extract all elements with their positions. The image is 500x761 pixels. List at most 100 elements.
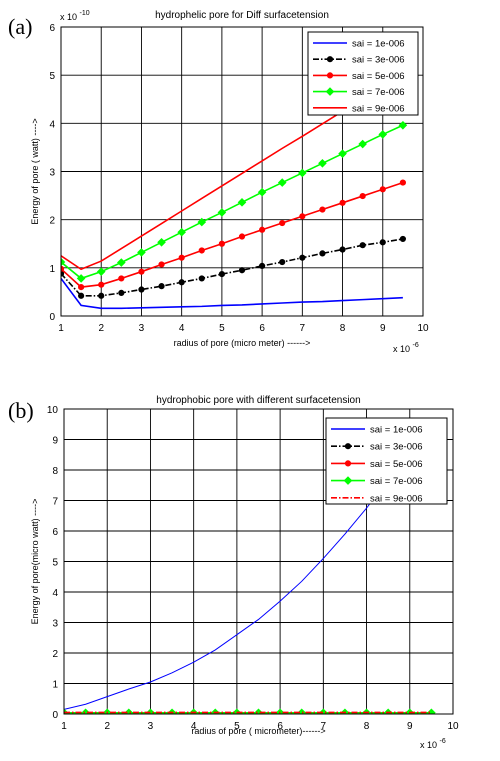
y-exponent-power: -10 [80, 10, 90, 17]
legend-marker [326, 72, 334, 79]
x-tick-label: 9 [380, 323, 386, 334]
legend: sai = 1e-006 sai = 3e-006 sai = 5e-006 sai … [307, 31, 419, 116]
series-line [61, 181, 404, 288]
legend-entry: sai = 9e-006 [370, 493, 423, 504]
x-tick-label: 2 [104, 721, 110, 732]
series-point [275, 708, 285, 714]
series-point [96, 267, 106, 276]
y-exponent-label: x 10 -10 [60, 10, 90, 22]
series-point [238, 267, 246, 274]
series-point [379, 239, 386, 246]
y-tick-label: 6 [49, 23, 55, 34]
series-point [399, 235, 406, 243]
legend-marker [326, 56, 334, 63]
x-tick-label: 3 [148, 721, 154, 732]
legend-entry: sai = 7e-006 [352, 87, 405, 98]
series-point [177, 227, 186, 237]
legend-entry: sai = 7e-006 [370, 476, 423, 487]
y-tick-label: 4 [49, 119, 55, 130]
y-tick-label: 6 [52, 527, 58, 538]
series-point [218, 270, 225, 278]
y-tick-label: 5 [49, 71, 55, 82]
y-tick-label: 0 [52, 710, 58, 721]
x-tick-label: 5 [219, 323, 225, 334]
x-exponent-label: x 10 -6 [393, 342, 419, 354]
series-point [198, 247, 205, 254]
x-tick-label: 7 [321, 721, 327, 732]
x-axis-label: radius of pore (micro meter) ------> [174, 338, 311, 348]
y-tick-label: 8 [52, 466, 58, 477]
x-tick-label: 4 [179, 323, 185, 334]
series-point [158, 261, 165, 268]
y-tick-label: 3 [49, 168, 55, 179]
series-point [178, 254, 185, 261]
series-point [339, 246, 346, 253]
legend-entry: sai = 3e-006 [352, 55, 405, 66]
legend-entry: sai = 1e-006 [370, 425, 423, 436]
y-axis-label: Energy of pore ( watt) ----> [30, 118, 40, 224]
series-point [338, 149, 347, 158]
legend-entry: sai = 5e-006 [370, 459, 423, 470]
x-tick-label: 9 [407, 721, 413, 732]
series-point [138, 268, 145, 275]
chart-panel-a: (a) hydrophelic pore for Diff surfacetens… [0, 0, 500, 378]
series-point [277, 178, 287, 187]
series-point [137, 248, 146, 257]
x-tick-label: 7 [300, 323, 306, 334]
y-tick-label: 3 [52, 619, 58, 630]
legend: sai = 1e-006 sai = 3e-006 sai = 5e-006 sai … [325, 417, 448, 505]
legend-entry: sai = 9e-006 [352, 103, 405, 114]
chart-b-svg: (b) hydrophobic pore with different surfa… [8, 395, 459, 750]
series-point [259, 262, 266, 270]
legend-marker [325, 87, 335, 96]
series-point [378, 130, 388, 139]
series-point [218, 240, 225, 247]
chart-panel-b: (b) hydrophobic pore with different surfa… [0, 378, 500, 756]
series-point [359, 192, 366, 200]
y-tick-label: 2 [49, 216, 55, 227]
series-point [138, 286, 145, 293]
series-point [358, 139, 367, 149]
y-tick-label: 9 [52, 436, 58, 447]
x-tick-label: 10 [447, 721, 459, 732]
series-point [298, 168, 307, 178]
series-point [339, 199, 346, 206]
series-point [259, 226, 266, 233]
legend-entry: sai = 3e-006 [370, 442, 423, 453]
x-axis-label: radius of pore ( micrometer)------> [191, 726, 325, 736]
series-point [319, 250, 326, 257]
series-group [61, 73, 408, 310]
legend-entry: sai = 1e-006 [352, 39, 405, 50]
series-point [399, 179, 406, 186]
series-point [318, 159, 327, 168]
series-point [237, 198, 247, 207]
series-point [197, 217, 207, 227]
series-point [257, 187, 267, 197]
series-point [102, 708, 112, 714]
x-exponent-power: -6 [413, 342, 419, 349]
legend-marker [344, 443, 352, 450]
series-point [178, 279, 185, 286]
y-tick-label: 0 [49, 312, 55, 323]
x-tick-label: 10 [417, 323, 429, 334]
chart-title: hydrophelic pore for Diff surfacetension [155, 10, 329, 21]
x-tick-label: 6 [259, 323, 265, 334]
series-point [279, 219, 286, 227]
x-tick-label: 4 [191, 721, 197, 732]
x-tick-label: 5 [234, 721, 240, 732]
panel-label: (a) [8, 14, 32, 39]
series-point [217, 208, 227, 217]
series-point [61, 257, 66, 267]
y-tick-label: 1 [49, 264, 55, 275]
series-point [76, 274, 86, 283]
series-point [78, 292, 85, 299]
series-point [158, 283, 165, 290]
y-tick-label: 4 [52, 588, 58, 599]
y-tick-label: 5 [52, 558, 58, 569]
x-tick-label: 8 [340, 323, 346, 334]
x-tick-label: 1 [58, 323, 64, 334]
y-tick-label: 10 [47, 405, 59, 416]
x-exponent-power: -6 [440, 738, 446, 745]
series-point [299, 213, 306, 220]
x-tick-label: 8 [364, 721, 370, 732]
